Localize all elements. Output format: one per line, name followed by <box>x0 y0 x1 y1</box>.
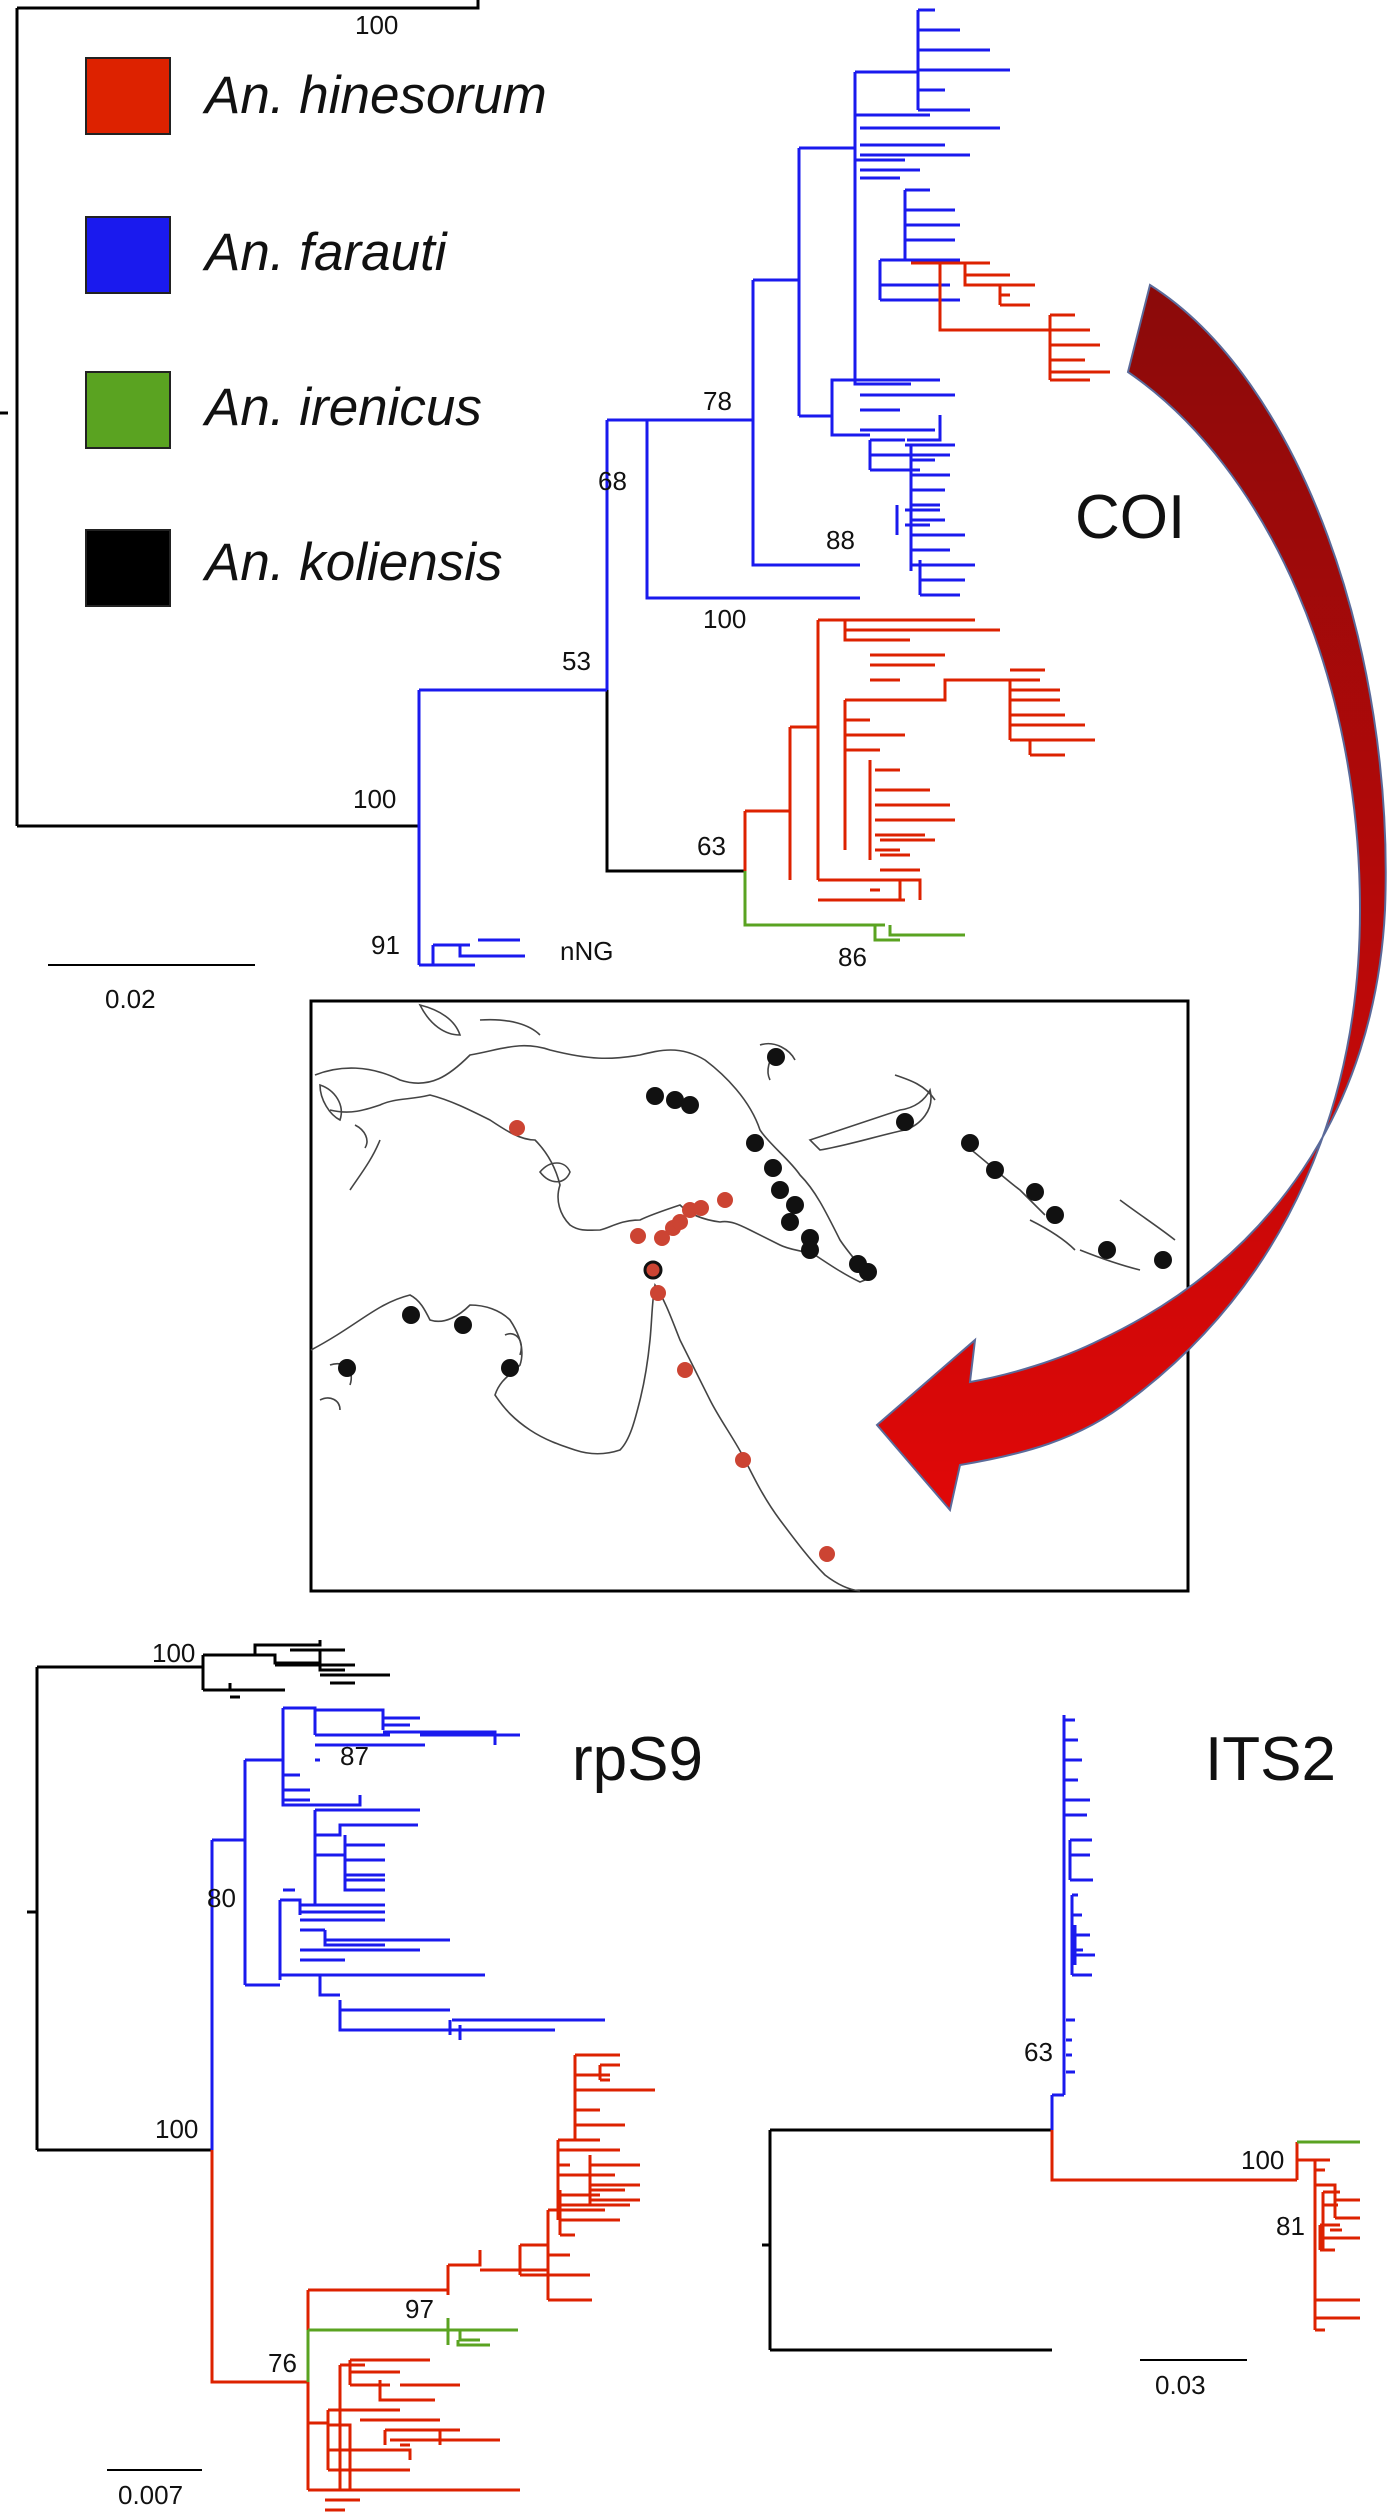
its2-support-label: 100 <box>1241 2145 1284 2175</box>
map-point-red-outlined <box>643 1260 663 1280</box>
rps9-irenicus-branches <box>306 2318 518 2382</box>
coi-gene-title: COI <box>1075 483 1185 552</box>
legend-label-koliensis: An. koliensis <box>202 533 503 592</box>
its2-tree <box>762 1715 1360 2361</box>
rps9-support-label: 100 <box>155 2114 198 2144</box>
rps9-support-label: 76 <box>268 2348 297 2378</box>
curved-arrow <box>875 283 1387 1513</box>
coi-support-label: 63 <box>697 831 726 861</box>
its2-hinesorum-branches <box>1050 2130 1360 2332</box>
coi-support-label: 86 <box>838 942 867 972</box>
legend-swatch-koliensis <box>85 529 171 607</box>
rps9-labels: 100 87 80 100 97 76 0.007 rpS9 <box>118 1638 703 2510</box>
coi-scale-label: 0.02 <box>105 984 156 1014</box>
map-frame <box>309 999 1190 1593</box>
coi-nng-label: nNG <box>560 936 613 966</box>
coi-farauti-branches <box>417 8 1010 967</box>
coi-support-label: 78 <box>703 386 732 416</box>
its2-support-label: 81 <box>1276 2211 1305 2241</box>
legend-label-irenicus: An. irenicus <box>202 378 482 437</box>
coi-support-label: 91 <box>371 930 400 960</box>
rps9-support-label: 100 <box>152 1638 195 1668</box>
coi-labels: 100 78 68 88 100 53 100 63 91 86 nNG 0.0… <box>105 10 1185 1014</box>
its2-koliensis-branches <box>762 2128 1052 2352</box>
coi-support-label: 53 <box>562 646 591 676</box>
rps9-support-label: 80 <box>207 1883 236 1913</box>
coi-support-label: 100 <box>355 10 398 40</box>
rps9-koliensis-branches <box>27 1640 390 2152</box>
rps9-gene-title: rpS9 <box>572 1725 703 1794</box>
map-points <box>338 1048 1172 1562</box>
coi-tree <box>0 0 1110 967</box>
rps9-hinesorum-branches <box>210 2053 655 2512</box>
coi-support-label: 100 <box>353 784 396 814</box>
coi-support-label: 68 <box>598 466 627 496</box>
map-points-black <box>338 1048 1172 1377</box>
rps9-support-label: 97 <box>405 2294 434 2324</box>
coi-hinesorum-branches <box>743 261 1110 902</box>
coi-support-label: 88 <box>826 525 855 555</box>
legend-swatch-hinesorum <box>85 57 171 135</box>
map-points-red <box>509 1120 835 1562</box>
coi-support-label: 100 <box>703 604 746 634</box>
rps9-tree <box>27 1640 655 2512</box>
its2-support-label: 63 <box>1024 2037 1053 2067</box>
legend-swatch-irenicus <box>85 371 171 449</box>
legend-label-farauti: An. farauti <box>202 223 448 282</box>
its2-gene-title: ITS2 <box>1205 1725 1336 1794</box>
rps9-scale-label: 0.007 <box>118 2480 183 2510</box>
legend-swatch-farauti <box>85 216 171 294</box>
its2-scale-label: 0.03 <box>1155 2370 1206 2400</box>
legend-label-hinesorum: An. hinesorum <box>202 66 547 125</box>
coi-koliensis-branches <box>0 0 745 873</box>
rps9-farauti-branches <box>210 1706 605 2150</box>
its2-labels: 63 100 81 0.03 ITS2 <box>1024 1725 1336 2400</box>
rps9-support-label: 87 <box>340 1741 369 1771</box>
map-panel <box>309 999 1190 1593</box>
its2-farauti-branches <box>1050 1715 1095 2130</box>
coi-irenicus-branches <box>743 871 965 942</box>
legend: An. hinesorum An. farauti An. irenicus A… <box>85 57 547 607</box>
